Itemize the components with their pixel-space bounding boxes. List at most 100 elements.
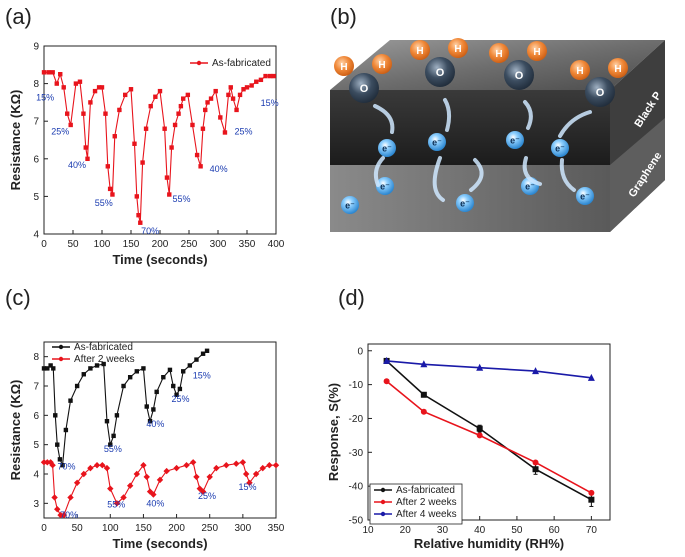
electron-label: e⁻ (580, 192, 590, 202)
data-point (93, 462, 101, 469)
data-point (153, 94, 158, 99)
data-point (258, 77, 264, 83)
electron-label: e⁻ (460, 199, 470, 209)
y-tick-label: -40 (349, 482, 364, 493)
x-axis-title: Relative humidity (RH%) (414, 536, 564, 551)
data-point (254, 79, 259, 84)
electron-transfer-arrow (558, 110, 592, 138)
x-tick-label: 300 (235, 523, 252, 534)
data-point (587, 373, 595, 381)
data-point (110, 192, 115, 197)
y-tick-label: 6 (33, 154, 39, 165)
electron-transfer-arrow (373, 104, 395, 134)
series-after-2-weeks (40, 459, 280, 519)
plot-frame-c (43, 341, 277, 519)
data-point (213, 464, 220, 472)
oxygen-atom (349, 73, 379, 103)
data-point (532, 459, 539, 466)
oxygen-label: O (360, 83, 369, 95)
data-point (171, 383, 176, 389)
y-axis-title: Response, S(%) (326, 383, 341, 481)
data-point (104, 419, 110, 424)
data-point (174, 392, 179, 397)
data-point (181, 96, 186, 101)
data-point (144, 404, 149, 409)
panel-label-c: (c) (5, 285, 31, 310)
x-tick-label: 300 (210, 239, 227, 250)
data-point (476, 432, 483, 439)
data-point (80, 470, 87, 478)
oxygen-label: O (596, 87, 605, 99)
series-after-4-weeks (383, 356, 595, 381)
data-point (239, 459, 247, 466)
data-point (203, 107, 208, 113)
y-tick-label: 0 (357, 346, 363, 357)
data-point (107, 485, 114, 492)
hydrogen-label: H (378, 60, 385, 71)
legend-marker (58, 356, 64, 362)
data-point (164, 175, 170, 180)
data-point (157, 88, 163, 94)
legend-marker (380, 511, 386, 517)
electron-label: e⁻ (382, 144, 392, 154)
data-point (200, 126, 206, 131)
data-point (156, 476, 164, 484)
data-point (61, 85, 66, 90)
x-tick-label: 70 (586, 525, 598, 536)
electron-transfer-arrow (522, 156, 542, 186)
data-point (420, 391, 427, 398)
data-point (117, 107, 122, 113)
oxygen-label: O (515, 70, 524, 82)
data-point (45, 366, 50, 371)
data-point (57, 511, 64, 519)
legend-label: After 2 weeks (74, 354, 135, 365)
data-label: 40% (210, 164, 228, 174)
data-point (193, 473, 200, 481)
x-tick-label: 0 (41, 239, 47, 250)
data-point (123, 92, 128, 98)
x-tick-label: 350 (268, 523, 285, 534)
data-point (120, 494, 127, 501)
data-point (147, 419, 153, 424)
electron-transfer-arrow (443, 98, 452, 132)
data-point (252, 470, 260, 478)
series-as-fabricated (41, 70, 276, 225)
x-tick-label: 400 (268, 239, 285, 250)
water-molecule: H H O (410, 38, 468, 87)
data-point (41, 70, 47, 75)
y-tick-label: -10 (349, 380, 364, 391)
data-point (237, 92, 243, 98)
data-point (476, 363, 484, 371)
data-point (83, 145, 88, 150)
data-point (81, 372, 86, 377)
data-point (181, 369, 186, 374)
y-tick-label: 7 (33, 382, 39, 393)
electron (506, 131, 524, 149)
hydrogen-label: H (614, 64, 621, 75)
data-point (41, 366, 47, 371)
data-point (46, 70, 51, 75)
data-point (111, 433, 116, 439)
y-tick-label: 5 (33, 192, 39, 203)
data-point (151, 407, 156, 412)
data-point (49, 462, 56, 469)
legend-marker (380, 499, 386, 505)
y-tick-label: 8 (33, 79, 39, 90)
electron-transfer-arrow (559, 158, 576, 192)
x-tick-label: 10 (362, 525, 374, 536)
x-tick-label: 30 (437, 525, 449, 536)
y-tick-label: -30 (349, 448, 364, 459)
hydrogen-label: H (416, 46, 423, 57)
data-point (51, 366, 56, 371)
legend-marker (58, 344, 64, 350)
electron (551, 139, 569, 157)
data-point (105, 164, 110, 169)
electron (376, 177, 394, 195)
x-tick-label: 350 (239, 239, 256, 250)
electron-transfer-arrow (523, 100, 533, 130)
data-point (420, 360, 428, 368)
data-point (92, 88, 98, 94)
data-point (213, 88, 218, 94)
